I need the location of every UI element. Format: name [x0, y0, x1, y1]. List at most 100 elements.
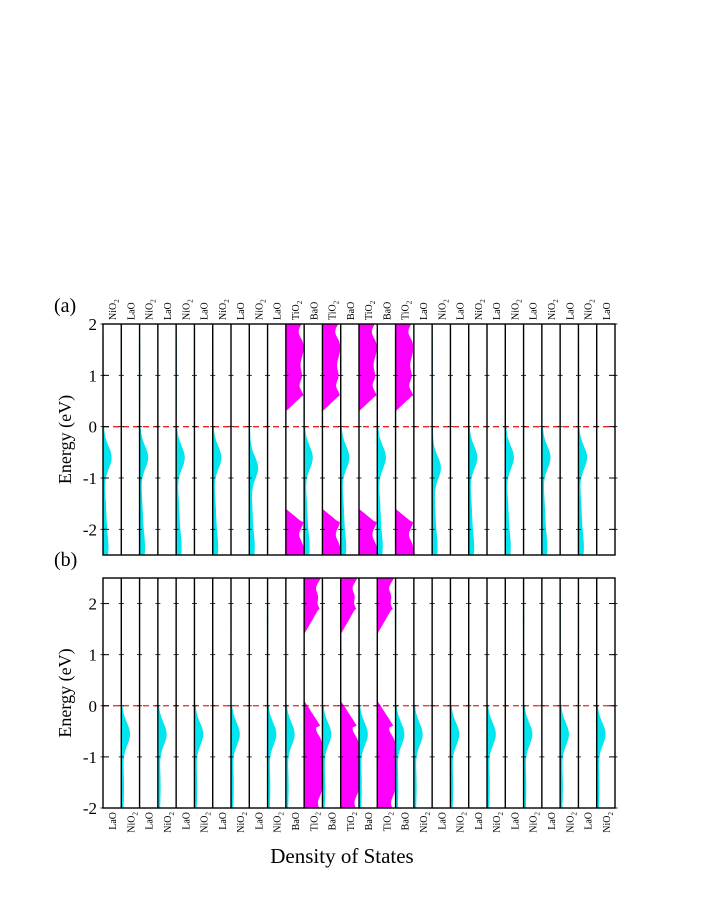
dos-area-1-12 — [322, 578, 332, 808]
layer-label: LaO — [474, 812, 485, 830]
layer-label: BaO — [346, 302, 357, 320]
dos-area-1-14 — [359, 578, 368, 808]
layer-label: LaO — [584, 812, 595, 830]
dos-area-0-13 — [340, 324, 350, 555]
y-axis-label: Energy (eV) — [55, 648, 76, 737]
panel-a: -2 -1 0 1 2 Energy (eV) (a) NiO2 LaO NiO2 LaO NiO2 L… — [54, 295, 618, 556]
dos-area-1-25 — [560, 578, 569, 808]
layer-label: NiO2 — [437, 299, 450, 320]
layer-label: NiO2 — [108, 299, 121, 320]
dos-area-1-17 — [413, 578, 423, 808]
dos-area-0-6 — [212, 324, 222, 555]
y-tick-label: 1 — [89, 366, 98, 385]
layer-label: LaO — [145, 812, 156, 830]
layer-label: NiO2 — [236, 812, 249, 833]
layer-label: TiO2 — [401, 300, 414, 320]
y-tick-label: -2 — [83, 799, 97, 818]
layer-label: LaO — [181, 812, 192, 830]
layer-label: NiO2 — [254, 299, 267, 320]
layer-label: NiO2 — [419, 812, 432, 833]
dos-area-0-14 — [359, 324, 378, 555]
layer-label: LaO — [492, 302, 503, 320]
layer-label: LaO — [254, 812, 265, 830]
layer-label: NiO2 — [200, 812, 213, 833]
dos-area-0-20 — [468, 324, 478, 555]
layer-label: NiO2 — [492, 812, 505, 833]
dos-area-1-16 — [395, 578, 405, 808]
dos-area-0-8 — [249, 324, 259, 555]
layer-label: TiO2 — [291, 300, 304, 320]
dos-area-0-16 — [395, 324, 414, 555]
y-axis-label: Energy (eV) — [55, 395, 76, 484]
panel-label: (b) — [54, 549, 77, 571]
layer-label: TiO2 — [346, 812, 359, 832]
layer-label: LaO — [547, 812, 558, 830]
y-tick-label: 2 — [89, 595, 98, 614]
layer-label: LaO — [126, 302, 137, 320]
layer-label: TiO2 — [382, 812, 395, 832]
dos-area-0-26 — [578, 324, 588, 555]
layer-label: LaO — [529, 302, 540, 320]
layer-label: LaO — [163, 302, 174, 320]
plot-frame — [102, 323, 616, 556]
layer-label: BaO — [291, 812, 302, 830]
layer-label: BaO — [364, 812, 375, 830]
layer-label: NiO2 — [163, 812, 176, 833]
layer-label: NiO2 — [145, 299, 158, 320]
layer-label: NiO2 — [273, 812, 286, 833]
dos-area-1-15 — [377, 578, 396, 808]
dos-area-0-15 — [377, 324, 386, 555]
layer-label: LaO — [565, 302, 576, 320]
layer-label: NiO2 — [126, 812, 139, 833]
y-tick-label: 0 — [89, 697, 98, 716]
layer-label: LaO — [602, 302, 613, 320]
dos-area-1-11 — [304, 578, 323, 808]
layer-label: BaO — [382, 302, 393, 320]
dos-area-0-10 — [285, 324, 305, 555]
layer-label: LaO — [456, 302, 467, 320]
y-tick-label: 1 — [89, 646, 98, 665]
dos-area-0-12 — [322, 324, 341, 555]
layer-label: NiO2 — [510, 299, 523, 320]
layer-label: NiO2 — [474, 299, 487, 320]
y-tick-label: -1 — [83, 748, 97, 767]
layer-label: LaO — [218, 812, 229, 830]
dos-area-0-2 — [139, 324, 149, 555]
layer-label: LaO — [419, 302, 430, 320]
dos-area-0-22 — [505, 324, 514, 555]
layer-label: LaO — [437, 812, 448, 830]
panel-b: -2 -1 0 1 2 Energy (eV) (b) LaO NiO2 LaO NiO2 LaO Ni… — [54, 549, 618, 833]
dos-area-1-13 — [340, 578, 359, 808]
layer-label: LaO — [510, 812, 521, 830]
layer-label: NiO2 — [547, 299, 560, 320]
layer-label: LaO — [236, 302, 247, 320]
layer-label: NiO2 — [181, 299, 194, 320]
dos-area-0-11 — [304, 324, 313, 555]
layer-label: NiO2 — [602, 812, 615, 833]
layer-label: LaO — [108, 812, 119, 830]
layer-label: LaO — [273, 302, 284, 320]
layer-label: NiO2 — [565, 812, 578, 833]
dos-area-1-9 — [267, 578, 277, 808]
y-tick-label: 2 — [89, 315, 98, 334]
dos-area-0-18 — [432, 324, 441, 555]
layer-label: NiO2 — [529, 812, 542, 833]
dos-area-0-24 — [541, 324, 551, 555]
y-tick-label: -2 — [83, 520, 97, 539]
layer-label: TiO2 — [328, 300, 341, 320]
plot-frame — [102, 577, 616, 809]
y-tick-label: 0 — [89, 418, 98, 437]
dos-area-1-5 — [194, 578, 204, 808]
layer-label: NiO2 — [456, 812, 469, 833]
dos-area-1-19 — [450, 578, 460, 808]
layer-label: NiO2 — [218, 299, 231, 320]
dos-area-0-0 — [103, 324, 112, 555]
layer-label: BaO — [309, 302, 320, 320]
dos-area-1-7 — [231, 578, 240, 808]
dos-area-1-10 — [285, 578, 295, 808]
layer-label: LaO — [200, 302, 211, 320]
x-axis-label: Density of States — [270, 844, 413, 868]
panel-label: (a) — [54, 295, 76, 317]
dos-area-1-1 — [121, 578, 131, 808]
